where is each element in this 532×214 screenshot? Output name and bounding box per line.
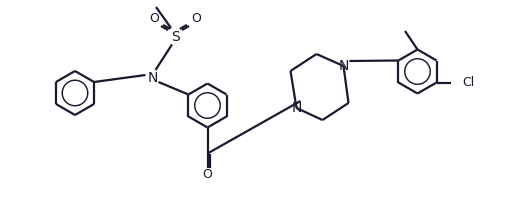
Text: N: N [147, 71, 157, 85]
Text: O: O [149, 12, 159, 25]
Text: N: N [292, 101, 302, 115]
Text: S: S [171, 30, 179, 44]
Text: O: O [191, 12, 201, 25]
Text: O: O [203, 168, 212, 181]
Text: N: N [338, 59, 348, 73]
Text: Cl: Cl [462, 76, 475, 89]
